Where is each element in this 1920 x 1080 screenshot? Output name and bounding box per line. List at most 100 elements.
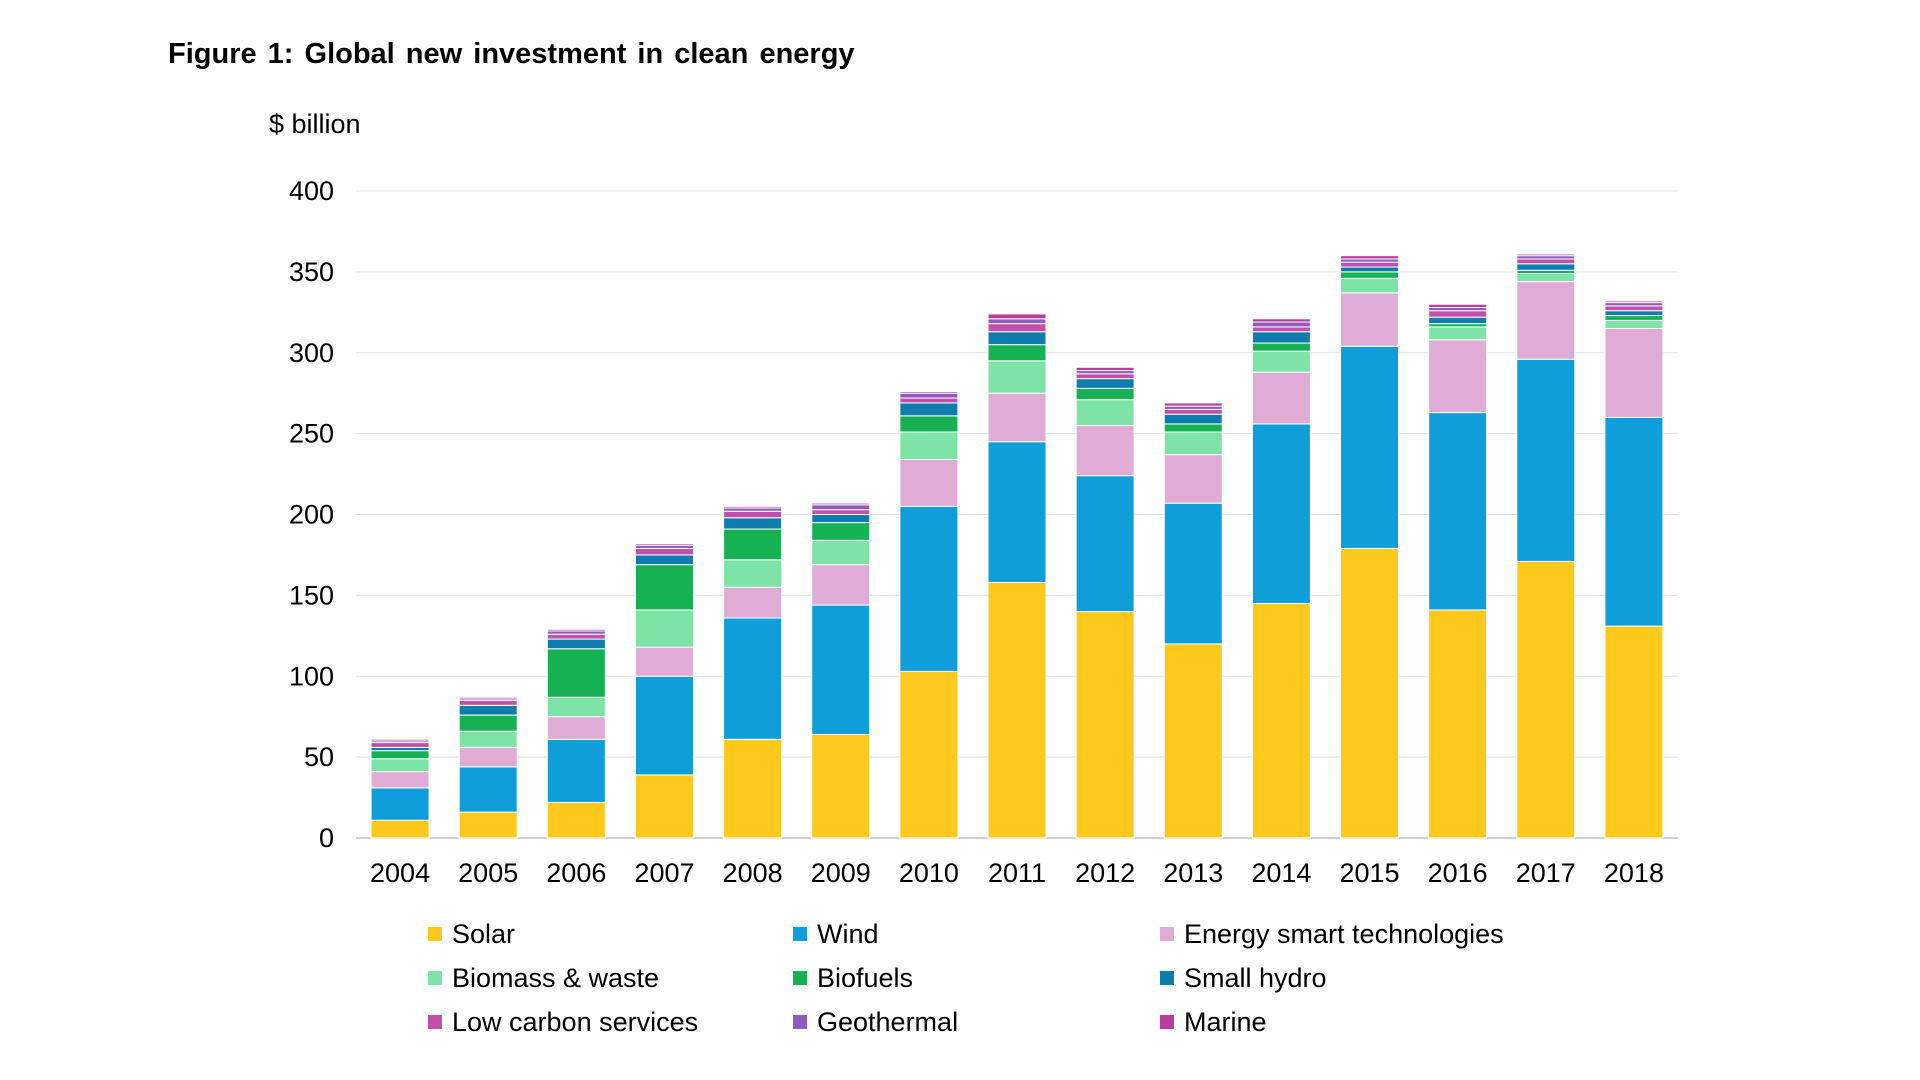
legend-swatch: [1160, 927, 1174, 941]
bar-segment: [723, 505, 783, 509]
bar-group-2015: [1340, 255, 1400, 839]
bar-segment: [1251, 342, 1311, 352]
y-tick-label: 100: [289, 661, 334, 691]
bar-segment: [987, 441, 1047, 583]
x-tick-label: 2015: [1339, 858, 1399, 888]
bar-segment: [1516, 253, 1576, 257]
bar-segment: [370, 819, 430, 839]
legend-swatch: [1160, 971, 1174, 985]
bar-segment: [899, 670, 959, 839]
bar-segment: [1604, 310, 1664, 317]
bar-segment: [458, 766, 518, 813]
bars: [370, 253, 1664, 839]
bar-segment: [987, 318, 1047, 325]
x-tick-label: 2017: [1516, 858, 1576, 888]
bar-segment: [987, 331, 1047, 346]
bar-segment: [370, 750, 430, 760]
x-tick-label: 2012: [1075, 858, 1135, 888]
bar-segment: [370, 742, 430, 748]
bar-segment: [811, 564, 871, 606]
x-axis-ticks: 2004 2005 2006 2007 2008 2009 2010 2011 2012 2013…: [370, 858, 1664, 888]
bar-segment: [1340, 271, 1400, 279]
y-tick-label: 200: [289, 500, 334, 530]
bar-segment: [899, 459, 959, 507]
chart-legend: Solar Wind Energy smart technologies Biomas…: [428, 916, 1628, 1056]
legend-label: Marine: [1184, 1006, 1267, 1037]
bar-segment: [1340, 277, 1400, 294]
bar-segment: [723, 510, 783, 519]
bar-segment: [1516, 263, 1576, 271]
bar-segment: [1163, 502, 1223, 645]
y-axis-label: $ billion: [269, 109, 361, 139]
bar-segment: [1075, 378, 1135, 389]
bar-segment: [1251, 326, 1311, 333]
legend-swatch: [793, 1015, 807, 1029]
bar-segment: [811, 502, 871, 506]
bar-segment: [1428, 326, 1488, 341]
x-tick-label: 2006: [546, 858, 606, 888]
bar-segment: [1163, 413, 1223, 425]
bar-segment: [811, 504, 871, 511]
bar-segment: [899, 431, 959, 461]
y-tick-label: 50: [304, 742, 334, 772]
bar-segment: [1163, 408, 1223, 415]
bar-segment: [1428, 609, 1488, 839]
bar-segment: [634, 609, 694, 648]
bar-segment: [1340, 255, 1400, 260]
bar-segment: [634, 774, 694, 839]
bar-group-2012: [1075, 366, 1135, 839]
bar-group-2014: [1251, 318, 1311, 839]
bar-group-2016: [1428, 303, 1488, 839]
bar-group-2018: [1604, 300, 1664, 839]
bar-segment: [370, 787, 430, 821]
bar-segment: [899, 391, 959, 394]
x-tick-label: 2011: [988, 858, 1046, 888]
bar-segment: [458, 696, 518, 700]
bar-segment: [1075, 366, 1135, 372]
bar-segment: [370, 758, 430, 773]
bar-segment: [811, 514, 871, 524]
bar-segment: [1075, 475, 1135, 613]
legend-label: Energy smart technologies: [1184, 918, 1504, 949]
bar-segment: [1340, 266, 1400, 273]
legend-label: Solar: [452, 918, 516, 949]
bar-segment: [634, 543, 694, 546]
bar-segment: [546, 633, 606, 640]
x-tick-label: 2009: [811, 858, 871, 888]
bar-segment: [723, 559, 783, 588]
bar-segment: [1516, 258, 1576, 265]
bar-segment: [1251, 318, 1311, 323]
y-tick-label: 400: [289, 176, 334, 206]
bar-segment: [1340, 292, 1400, 347]
bar-segment: [546, 738, 606, 803]
bar-segment: [1428, 316, 1488, 325]
bar-segment: [458, 700, 518, 706]
legend-swatch: [793, 927, 807, 941]
x-tick-label: 2008: [723, 858, 783, 888]
bar-segment: [723, 586, 783, 619]
y-tick-label: 350: [289, 257, 334, 287]
legend-swatch: [428, 971, 442, 985]
bar-segment: [1251, 350, 1311, 373]
x-tick-label: 2013: [1163, 858, 1223, 888]
bar-segment: [1604, 416, 1664, 627]
bar-segment: [1075, 425, 1135, 477]
legend-item: Small hydro: [1160, 960, 1327, 996]
bar-group-2017: [1516, 253, 1576, 839]
bar-segment: [458, 730, 518, 748]
legend-item: Geothermal: [793, 1004, 958, 1040]
bar-segment: [899, 397, 959, 404]
bar-segment: [723, 617, 783, 740]
bar-segment: [1163, 431, 1223, 456]
bar-segment: [546, 628, 606, 632]
bar-segment: [1604, 319, 1664, 329]
bar-segment: [546, 801, 606, 839]
x-tick-label: 2010: [899, 858, 959, 888]
bar-segment: [1428, 412, 1488, 611]
bar-group-2006: [546, 628, 606, 839]
bar-segment: [1604, 300, 1664, 304]
bar-segment: [1516, 281, 1576, 360]
bar-group-2011: [987, 313, 1047, 839]
bar-segment: [1075, 399, 1135, 427]
bar-group-2007: [634, 543, 694, 839]
